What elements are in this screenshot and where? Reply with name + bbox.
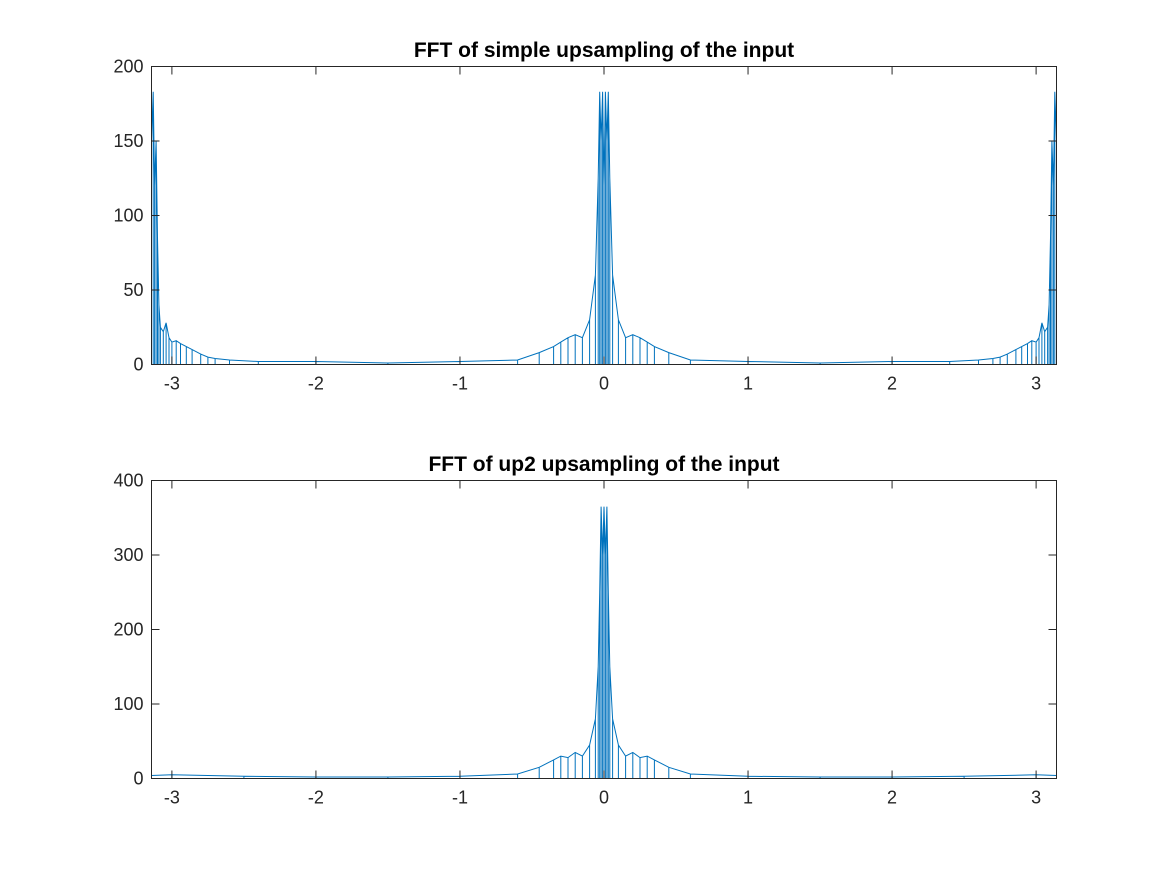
subplot-bottom-axes-box xyxy=(151,480,1057,779)
subplot-bottom-ytick-label: 400 xyxy=(113,471,143,491)
subplot-top-title: FFT of simple upsampling of the input xyxy=(414,39,794,62)
subplot-top-xtick-label: -2 xyxy=(308,374,324,394)
subplot-top-xtick-label: 0 xyxy=(599,374,609,394)
subplot-bottom-xtick-label: -1 xyxy=(452,788,468,808)
subplot-bottom: FFT of up2 upsampling of the input -3 -2 -… xyxy=(113,453,1057,808)
subplot-top-xtick-label: 1 xyxy=(743,374,753,394)
subplot-bottom-ytick-label: 0 xyxy=(133,769,143,789)
subplot-bottom-title: FFT of up2 upsampling of the input xyxy=(428,453,779,476)
subplot-bottom-ytick-label: 100 xyxy=(113,694,143,714)
subplot-bottom-xtick-label: 3 xyxy=(1031,788,1041,808)
subplot-bottom-xtick-label: 2 xyxy=(887,788,897,808)
subplot-top-xtick-label: 2 xyxy=(887,374,897,394)
subplot-bottom-ytick-label: 200 xyxy=(113,620,143,640)
subplot-top-xtick-label: -3 xyxy=(164,374,180,394)
subplot-top-axes-box xyxy=(151,66,1057,365)
subplot-bottom-xtick-label: -2 xyxy=(308,788,324,808)
subplot-bottom-xtick-label: 0 xyxy=(599,788,609,808)
subplot-top-ytick-label: 100 xyxy=(113,206,143,226)
subplot-bottom-ytick-label: 300 xyxy=(113,545,143,565)
subplot-bottom-xtick-label: -3 xyxy=(164,788,180,808)
subplot-bottom-xtick-label: 1 xyxy=(743,788,753,808)
subplot-top-ytick-label: 50 xyxy=(123,280,143,300)
subplot-top-ytick-label: 0 xyxy=(133,355,143,375)
subplot-top-ytick-label: 200 xyxy=(113,57,143,77)
subplot-top-ytick-label: 150 xyxy=(113,131,143,151)
subplot-top: FFT of simple upsampling of the input -3… xyxy=(113,39,1057,394)
subplot-top-xtick-label: 3 xyxy=(1031,374,1041,394)
subplot-top-xtick-label: -1 xyxy=(452,374,468,394)
